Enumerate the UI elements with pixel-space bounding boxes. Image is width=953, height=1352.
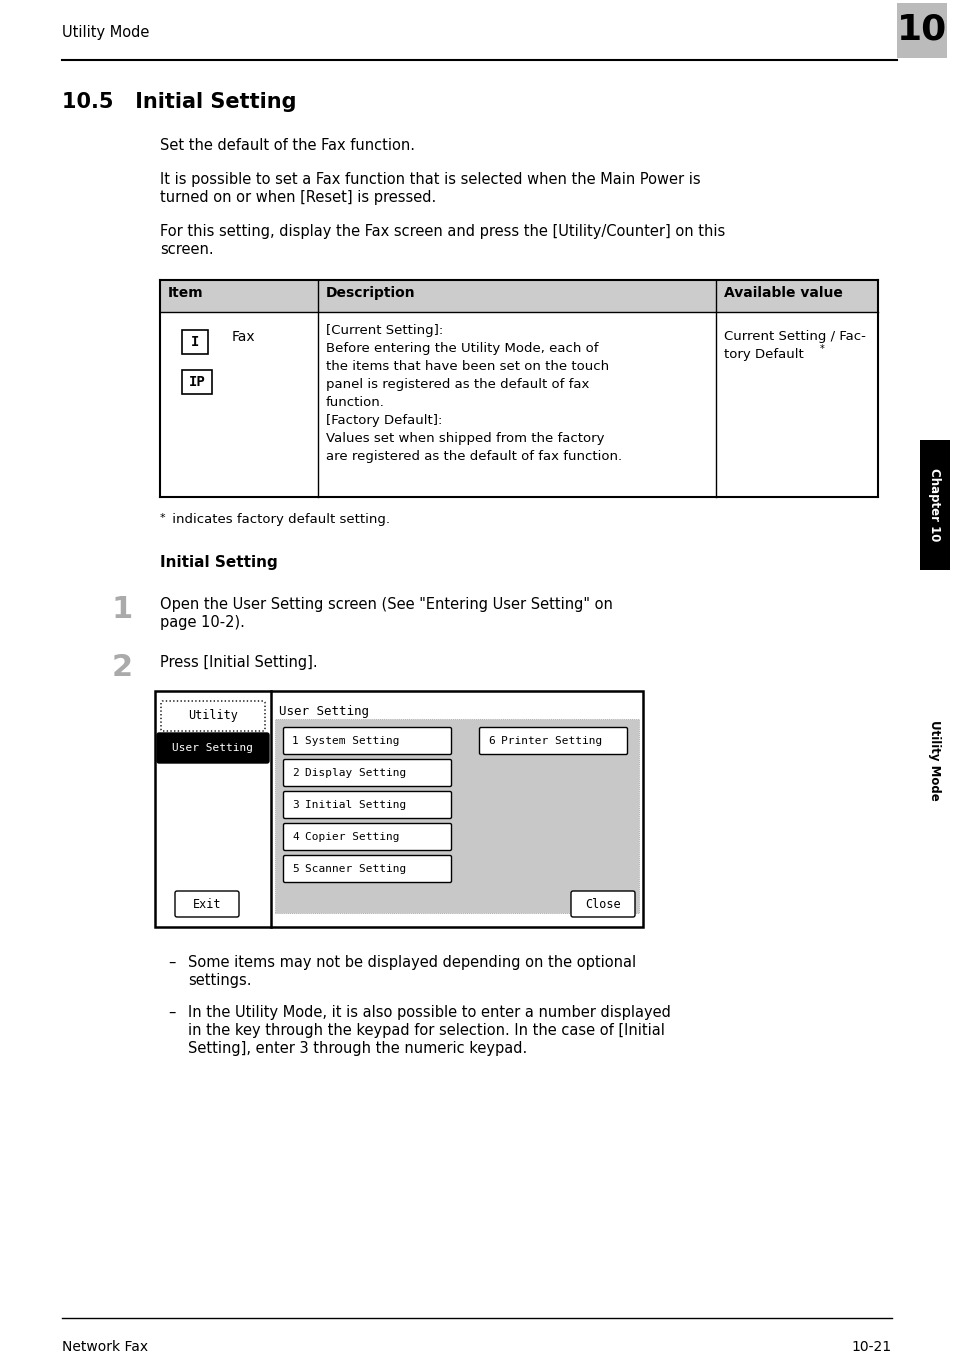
Text: 10-21: 10-21	[851, 1340, 891, 1352]
Text: 4: 4	[292, 831, 298, 842]
Text: 1: 1	[292, 735, 298, 746]
FancyBboxPatch shape	[161, 700, 265, 731]
Text: Display Setting: Display Setting	[305, 768, 406, 777]
Text: indicates factory default setting.: indicates factory default setting.	[168, 512, 390, 526]
FancyBboxPatch shape	[157, 733, 269, 763]
Text: Values set when shipped from the factory: Values set when shipped from the factory	[326, 433, 604, 445]
Text: Available value: Available value	[723, 287, 842, 300]
Text: Utility Mode: Utility Mode	[927, 719, 941, 800]
Text: [Factory Default]:: [Factory Default]:	[326, 414, 442, 427]
Text: Utility Mode: Utility Mode	[62, 26, 150, 41]
Text: Description: Description	[326, 287, 416, 300]
Text: I: I	[191, 335, 199, 349]
FancyBboxPatch shape	[283, 823, 451, 850]
Text: 2: 2	[292, 768, 298, 777]
Text: Open the User Setting screen (See "Entering User Setting" on: Open the User Setting screen (See "Enter…	[160, 598, 612, 612]
FancyBboxPatch shape	[283, 727, 451, 754]
Text: User Setting: User Setting	[172, 744, 253, 753]
Bar	[274, 719, 639, 913]
Text: Item: Item	[168, 287, 203, 300]
Text: User Setting: User Setting	[278, 704, 369, 718]
Text: Scanner Setting: Scanner Setting	[305, 864, 406, 873]
Text: –: –	[168, 955, 175, 969]
Text: Some items may not be displayed depending on the optional: Some items may not be displayed dependin…	[188, 955, 636, 969]
Bar	[919, 439, 949, 571]
Text: –: –	[168, 1005, 175, 1019]
Bar	[182, 330, 208, 354]
Text: *: *	[820, 343, 824, 354]
FancyBboxPatch shape	[283, 760, 451, 787]
Text: Close: Close	[584, 898, 620, 910]
Text: *: *	[160, 512, 166, 523]
Text: settings.: settings.	[188, 973, 252, 988]
Text: the items that have been set on the touch: the items that have been set on the touc…	[326, 360, 608, 373]
Text: are registered as the default of fax function.: are registered as the default of fax fun…	[326, 450, 621, 462]
FancyBboxPatch shape	[571, 891, 635, 917]
Text: 10: 10	[896, 14, 946, 47]
Text: screen.: screen.	[160, 242, 213, 257]
Text: page 10-2).: page 10-2).	[160, 615, 245, 630]
Bar	[182, 370, 212, 393]
Text: Printer Setting: Printer Setting	[500, 735, 601, 746]
Text: Utility: Utility	[188, 710, 237, 722]
Text: For this setting, display the Fax screen and press the [Utility/Counter] on this: For this setting, display the Fax screen…	[160, 224, 724, 239]
Text: 5: 5	[292, 864, 298, 873]
Text: Before entering the Utility Mode, each of: Before entering the Utility Mode, each o…	[326, 342, 598, 356]
Text: In the Utility Mode, it is also possible to enter a number displayed: In the Utility Mode, it is also possible…	[188, 1005, 670, 1019]
Text: It is possible to set a Fax function that is selected when the Main Power is: It is possible to set a Fax function tha…	[160, 172, 700, 187]
FancyBboxPatch shape	[283, 856, 451, 883]
FancyBboxPatch shape	[283, 791, 451, 818]
Text: System Setting: System Setting	[305, 735, 399, 746]
Text: [Current Setting]:: [Current Setting]:	[326, 324, 443, 337]
Text: Chapter 10: Chapter 10	[927, 468, 941, 542]
Text: Copier Setting: Copier Setting	[305, 831, 399, 842]
Text: 3: 3	[292, 800, 298, 810]
Text: IP: IP	[189, 375, 205, 389]
Text: Current Setting / Fac-: Current Setting / Fac-	[723, 330, 865, 343]
Bar	[896, 3, 946, 58]
Text: panel is registered as the default of fax: panel is registered as the default of fa…	[326, 379, 589, 391]
Bar	[160, 280, 877, 312]
FancyBboxPatch shape	[479, 727, 627, 754]
Text: Setting], enter 3 through the numeric keypad.: Setting], enter 3 through the numeric ke…	[188, 1041, 527, 1056]
Text: Network Fax: Network Fax	[62, 1340, 148, 1352]
Text: 2: 2	[112, 653, 133, 681]
Text: 1: 1	[112, 595, 133, 625]
Text: in the key through the keypad for selection. In the case of [Initial: in the key through the keypad for select…	[188, 1023, 664, 1038]
Text: Initial Setting: Initial Setting	[160, 556, 277, 571]
Text: Exit: Exit	[193, 898, 221, 910]
Text: Fax: Fax	[232, 330, 255, 343]
Text: tory Default: tory Default	[723, 347, 803, 361]
Text: Initial Setting: Initial Setting	[305, 800, 406, 810]
Text: turned on or when [Reset] is pressed.: turned on or when [Reset] is pressed.	[160, 191, 436, 206]
Bar	[154, 691, 642, 927]
Text: 10.5   Initial Setting: 10.5 Initial Setting	[62, 92, 296, 112]
Text: function.: function.	[326, 396, 384, 410]
Text: 6: 6	[488, 735, 495, 746]
Text: Press [Initial Setting].: Press [Initial Setting].	[160, 654, 317, 671]
Text: Set the default of the Fax function.: Set the default of the Fax function.	[160, 138, 415, 153]
FancyBboxPatch shape	[174, 891, 239, 917]
